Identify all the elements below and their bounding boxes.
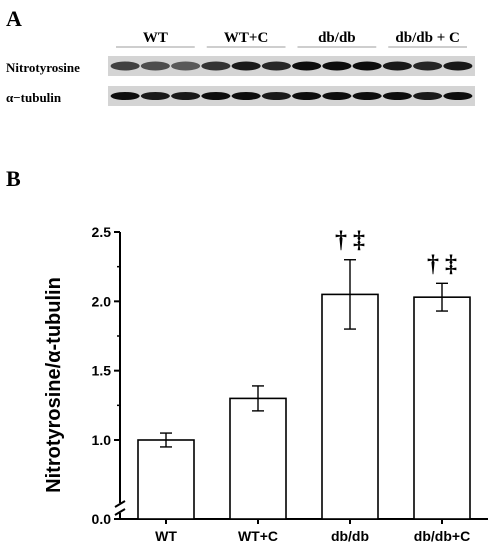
blot-band xyxy=(382,61,412,71)
blot-band xyxy=(201,92,231,100)
y-tick-label: 2.0 xyxy=(92,293,112,309)
blot-group-label: WT xyxy=(143,30,168,46)
bar xyxy=(229,397,287,520)
blot-band xyxy=(443,61,473,71)
bar xyxy=(413,296,471,520)
blot-band xyxy=(110,92,140,100)
blot-band xyxy=(140,92,170,100)
blot-band xyxy=(201,61,231,71)
significance-marker: † ‡ xyxy=(427,251,457,277)
western-blot xyxy=(108,56,475,106)
blot-group-label: db/db xyxy=(318,30,356,46)
blot-band xyxy=(413,61,443,71)
blot-band xyxy=(261,92,291,100)
blot-band xyxy=(322,61,352,71)
blot-band xyxy=(352,92,382,100)
bar xyxy=(321,293,379,520)
blot-group-label: WT+C xyxy=(224,30,268,46)
blot-group-label: db/db + C xyxy=(395,30,459,46)
blot-band xyxy=(231,61,261,71)
blot-row-label-tubulin: α−tubulin xyxy=(6,90,62,105)
axis-break-mark xyxy=(114,508,126,516)
x-tick-label: db/db+C xyxy=(414,528,470,544)
blot-band xyxy=(292,61,322,71)
blot-strip xyxy=(108,56,475,76)
bar-chart: 0.0 1.0 1.5 2.0 2.5 WT WT+C db/db † ‡ db/db+C † ‡ xyxy=(92,224,488,544)
blot-strip xyxy=(108,86,475,106)
blot-band xyxy=(140,61,170,71)
y-tick-label: 2.5 xyxy=(92,224,112,240)
blot-group-labels: WT WT+C db/db db/db + C xyxy=(143,30,460,46)
blot-band xyxy=(231,92,261,100)
blot-band xyxy=(292,92,322,100)
significance-marker: † ‡ xyxy=(335,228,365,254)
blot-band xyxy=(261,61,291,71)
blot-row-label-nitrotyrosine: Nitrotyrosine xyxy=(6,60,80,75)
x-tick-label: WT+C xyxy=(238,528,278,544)
blot-band xyxy=(443,92,473,100)
y-axis-label: Nitrotyrosine/α-tubulin xyxy=(43,277,65,493)
panel-a-label: A xyxy=(6,6,22,31)
blot-band xyxy=(171,61,201,71)
blot-band xyxy=(171,92,201,100)
blot-band xyxy=(413,92,443,100)
blot-band xyxy=(322,92,352,100)
blot-band xyxy=(352,61,382,71)
y-tick-label: 1.5 xyxy=(92,363,112,379)
panel-b-label: B xyxy=(6,166,21,191)
axis-break-mark xyxy=(114,500,126,508)
blot-band xyxy=(110,61,140,71)
bar xyxy=(137,439,195,520)
x-tick-label: db/db xyxy=(331,528,369,544)
blot-band xyxy=(382,92,412,100)
y-tick-label: 0.0 xyxy=(92,511,112,527)
x-tick-label: WT xyxy=(155,528,177,544)
y-tick-label: 1.0 xyxy=(92,432,112,448)
